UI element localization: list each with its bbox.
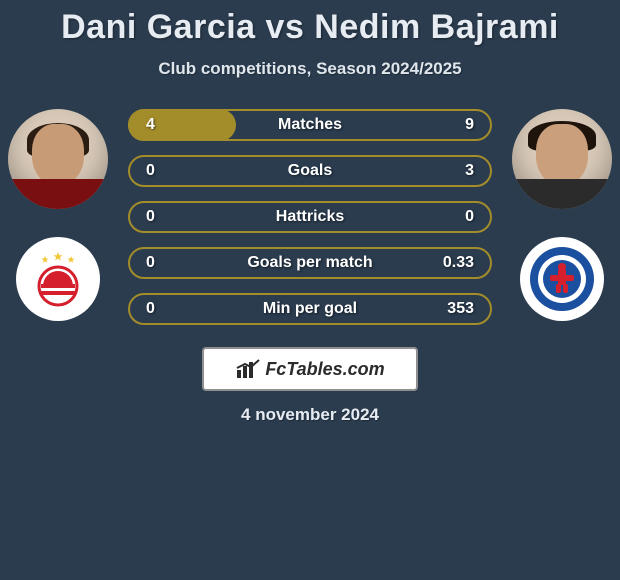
stat-bars: 4 Matches 9 0 Goals 3 0 Hattricks 0 0 Goals per ma… — [128, 109, 492, 325]
comparison-card: Dani Garcia vs Nedim Bajrami Club compet… — [0, 0, 620, 425]
stat-value-right: 0 — [465, 208, 474, 226]
stat-label: Goals — [288, 162, 332, 180]
page-title: Dani Garcia vs Nedim Bajrami — [0, 8, 620, 47]
stat-fill-left — [128, 109, 236, 141]
avatar-face — [536, 124, 588, 186]
stat-value-right: 353 — [447, 300, 474, 318]
stat-bar: 0 Min per goal 353 — [128, 293, 492, 325]
stat-bar: 0 Hattricks 0 — [128, 201, 492, 233]
stat-value-right: 0.33 — [443, 254, 474, 272]
stat-bar: 4 Matches 9 — [128, 109, 492, 141]
stat-value-left: 0 — [146, 208, 155, 226]
avatar-shirt — [512, 179, 612, 209]
player-right-club-badge — [520, 237, 604, 321]
avatar-shirt — [8, 179, 108, 209]
stat-label: Min per goal — [263, 300, 357, 318]
avatar-face — [32, 124, 84, 186]
right-column — [510, 109, 614, 321]
player-left-avatar — [8, 109, 108, 209]
player-left-club-badge — [16, 237, 100, 321]
bar-chart-icon — [235, 358, 261, 380]
stat-label: Goals per match — [247, 254, 372, 272]
rangers-crest-icon — [527, 244, 597, 314]
main-row: 4 Matches 9 0 Goals 3 0 Hattricks 0 0 Goals per ma… — [0, 109, 620, 325]
stat-value-right: 3 — [465, 162, 474, 180]
stat-bar: 0 Goals 3 — [128, 155, 492, 187]
brand-plate: FcTables.com — [202, 347, 418, 391]
stat-value-left: 0 — [146, 162, 155, 180]
olympiacos-crest-icon — [27, 248, 89, 310]
stat-label: Matches — [278, 116, 342, 134]
stat-value-right: 9 — [465, 116, 474, 134]
date-line: 4 november 2024 — [0, 405, 620, 425]
left-column — [6, 109, 110, 321]
subtitle: Club competitions, Season 2024/2025 — [0, 59, 620, 79]
stat-bar: 0 Goals per match 0.33 — [128, 247, 492, 279]
stat-value-left: 0 — [146, 254, 155, 272]
stat-label: Hattricks — [276, 208, 344, 226]
stat-value-left: 4 — [146, 116, 155, 134]
brand-text: FcTables.com — [265, 359, 384, 380]
player-right-avatar — [512, 109, 612, 209]
stat-value-left: 0 — [146, 300, 155, 318]
